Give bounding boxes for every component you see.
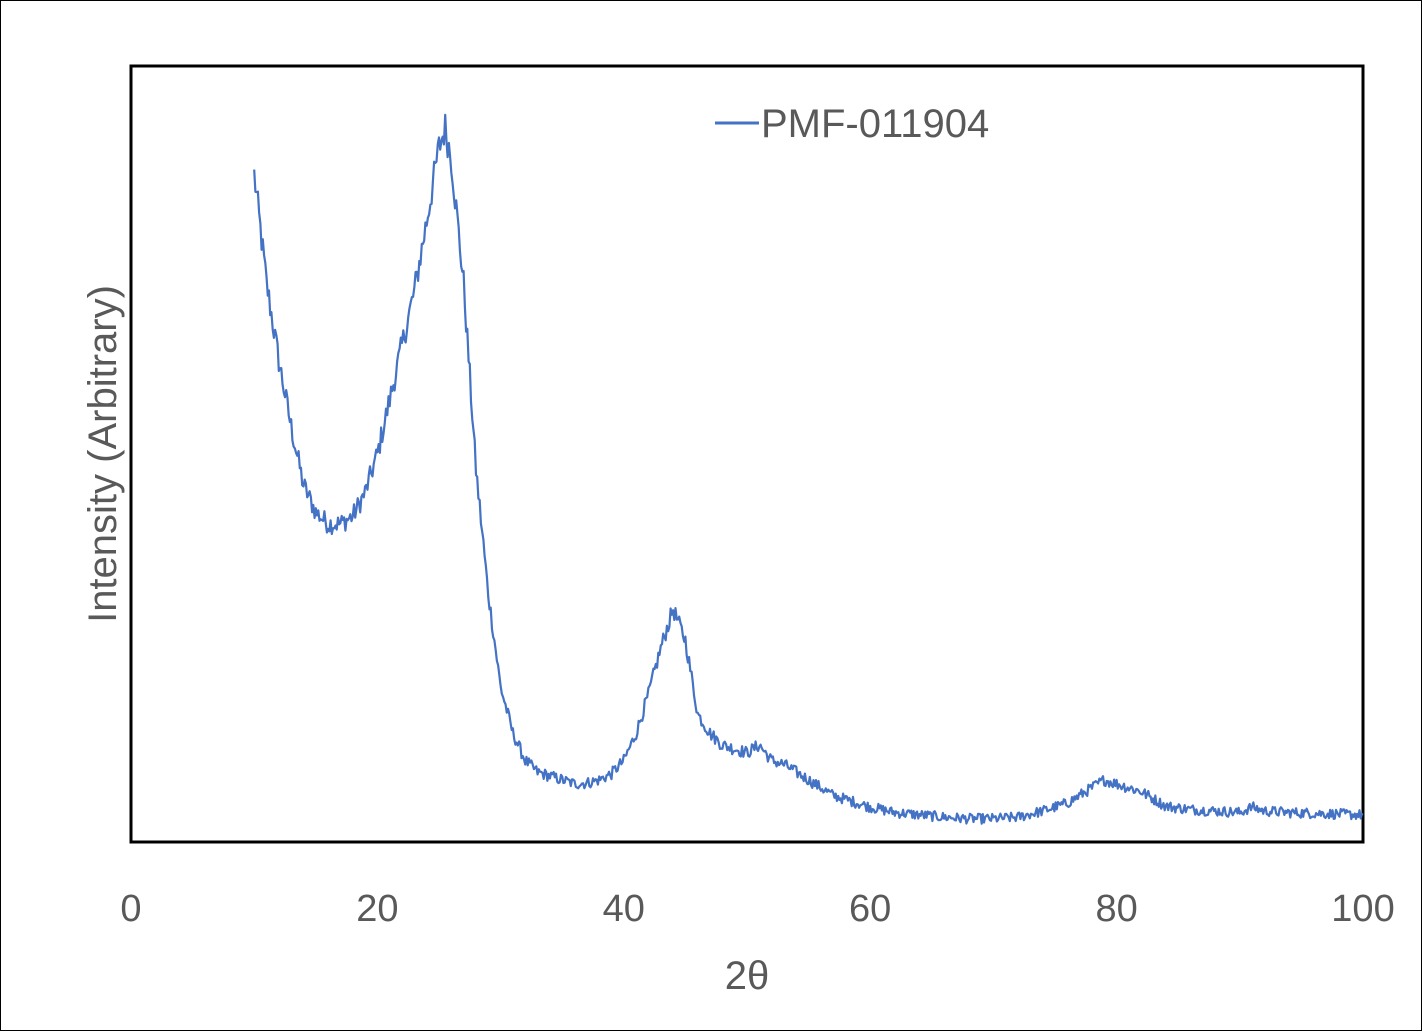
x-tick-label: 60 <box>849 888 891 930</box>
x-tick-label: 20 <box>356 888 398 930</box>
y-axis-title: Intensity (Arbitrary) <box>81 285 125 623</box>
series-line <box>253 113 1364 825</box>
x-tick-label: 80 <box>1095 888 1137 930</box>
x-tick-labels: 0 20 40 60 80 100 <box>120 888 1394 930</box>
x-tick-label: 0 <box>120 888 141 930</box>
series-layer <box>253 113 1364 825</box>
x-tick-label: 40 <box>603 888 645 930</box>
x-tick-label: 100 <box>1331 888 1394 930</box>
legend: PMF-011904 <box>715 102 989 146</box>
plot-area <box>129 64 1365 844</box>
x-axis-title: 2θ <box>725 954 770 998</box>
legend-label: PMF-011904 <box>761 102 989 146</box>
